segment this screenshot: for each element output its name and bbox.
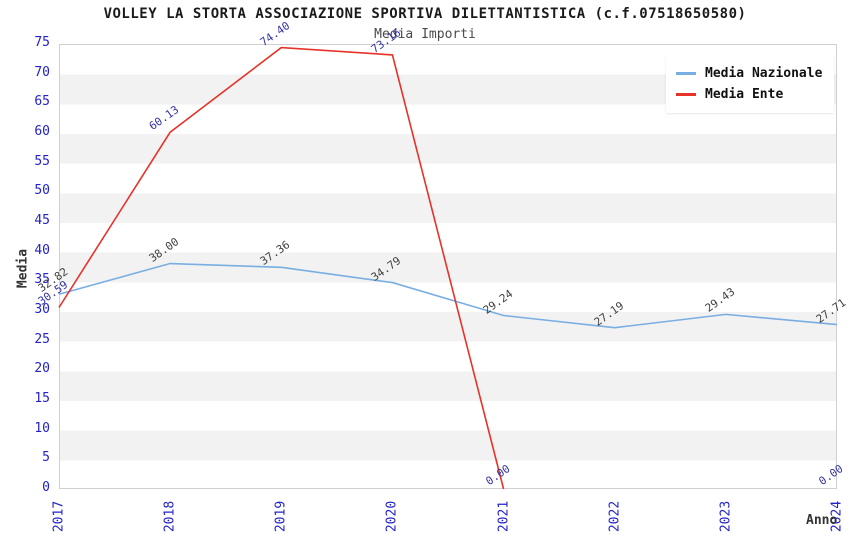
y-tick-label: 10: [34, 420, 50, 436]
y-tick-label: 75: [34, 35, 50, 50]
chart-subtitle: Media Importi: [374, 27, 476, 42]
y-tick-label: 70: [34, 64, 50, 80]
legend-swatch-icon: [676, 93, 696, 96]
y-axis-title: Media: [15, 248, 31, 289]
y-tick-label: 25: [34, 331, 50, 347]
x-axis-title: Anno: [806, 513, 838, 528]
y-tick-label: 50: [34, 183, 50, 199]
legend-label: Media Nazionale: [705, 66, 823, 81]
legend-item-media-nazionale: Media Nazionale: [676, 63, 822, 84]
y-tick-label: 5: [42, 450, 50, 466]
y-tick-label: 15: [34, 391, 50, 406]
x-tick-label: 2021: [496, 500, 512, 533]
x-tick-label: 2017: [51, 500, 67, 533]
legend-item-media-ente: Media Ente: [676, 84, 822, 105]
y-tick-label: 20: [34, 361, 50, 377]
y-tick-label: 35: [34, 272, 50, 288]
y-tick-label: 55: [34, 153, 50, 169]
y-tick-label: 60: [34, 124, 50, 139]
legend: Media Nazionale Media Ente: [666, 56, 835, 113]
x-tick-label: 2020: [384, 500, 400, 533]
legend-swatch-icon: [676, 72, 696, 75]
y-tick-label: 30: [34, 302, 50, 317]
legend-label: Media Ente: [705, 87, 784, 102]
chart-title: VOLLEY LA STORTA ASSOCIAZIONE SPORTIVA D…: [103, 6, 747, 22]
y-tick-label: 0: [42, 480, 50, 495]
y-tick-label: 45: [34, 213, 50, 228]
y-tick-label: 40: [34, 242, 50, 258]
x-tick-label: 2019: [273, 500, 289, 533]
y-tick-label: 65: [34, 94, 50, 110]
x-tick-label: 2023: [718, 500, 734, 533]
x-tick-label: 2018: [162, 500, 178, 533]
x-tick-label: 2022: [607, 500, 623, 533]
